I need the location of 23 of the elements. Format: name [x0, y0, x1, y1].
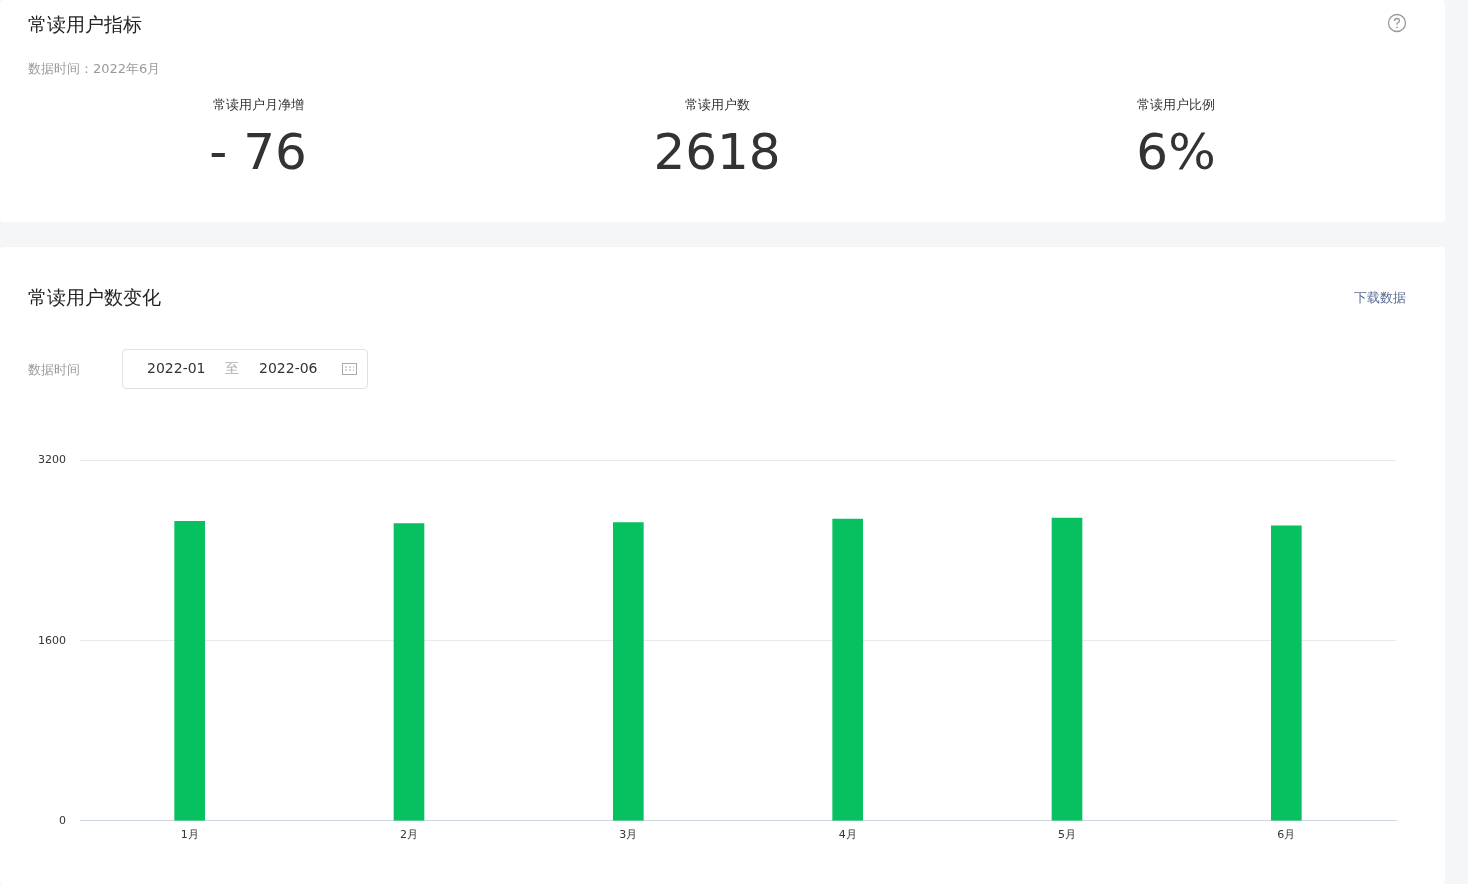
text: 2618 [653, 123, 781, 181]
category-label: 常读用户数 [683, 96, 751, 114]
x-tick-label: 2月 [400, 828, 418, 842]
x-tick-label: 1月 [180, 828, 199, 842]
x-tick-label: 6月 [1277, 828, 1296, 842]
text: 6% [1136, 123, 1216, 181]
y-tick-label: 1600 [38, 633, 66, 647]
chart-title: 常读用户数变化 [28, 285, 161, 310]
text: 2022-06 [259, 360, 318, 376]
category-label: 常读用户月净增 [211, 96, 305, 114]
text: - 76 [209, 123, 307, 181]
y-tick-label: 3200 [38, 453, 66, 467]
x-tick-label: 3月 [619, 828, 638, 842]
x-tick-label: 4月 [838, 828, 857, 842]
text: 至 [225, 360, 239, 378]
text: 常读用户指标 [28, 12, 142, 37]
x-tick-label: 5月 [1058, 828, 1076, 842]
y-tick-label: 0 [59, 813, 66, 827]
text: 数据时间 [28, 361, 80, 379]
text: 2022-01 [147, 360, 206, 376]
text: 下载数据 [1354, 289, 1406, 307]
text: 数据时间：2022年6月 [28, 60, 161, 78]
category-label: 常读用户比例 [1136, 96, 1216, 114]
